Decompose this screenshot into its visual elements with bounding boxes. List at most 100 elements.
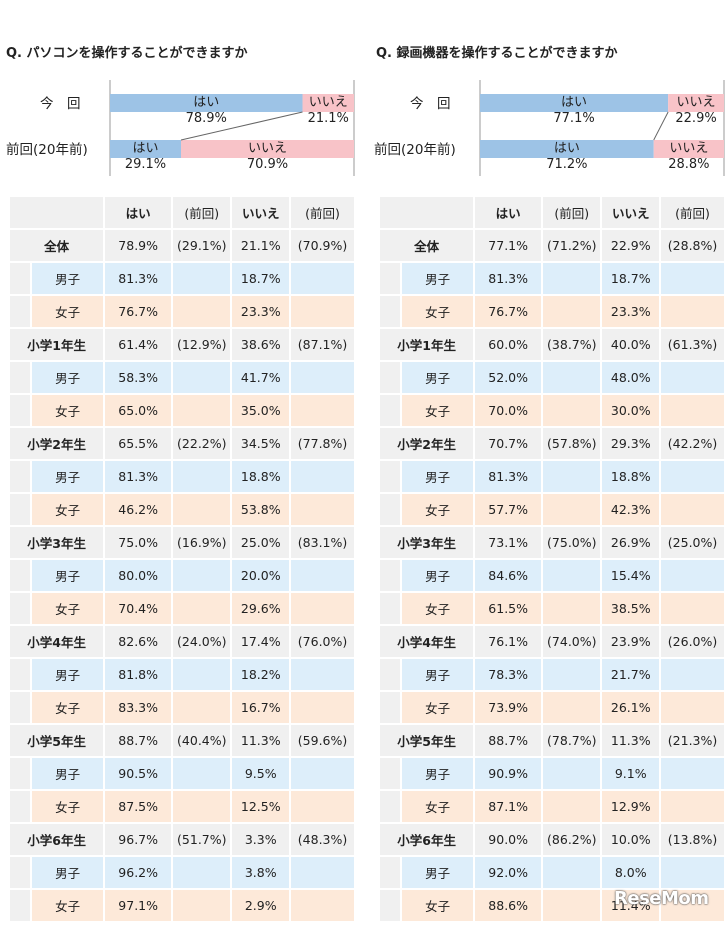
row-label: 前回(20年前)	[6, 141, 88, 158]
row-label: 男子	[380, 560, 474, 591]
table-row: 小学1年生 61.4% (12.9%) 38.6% (87.1%)	[10, 329, 354, 360]
row-label: 男子	[380, 659, 474, 690]
table-row: 小学3年生 75.0% (16.9%) 25.0% (83.1%)	[10, 527, 354, 558]
cell-yes: 77.1%	[475, 230, 542, 261]
cell-no-prev: (59.6%)	[291, 725, 354, 756]
table-row: 男子 90.9% 9.1%	[380, 758, 724, 789]
cell-yes-prev	[173, 263, 231, 294]
table-row: 小学6年生 90.0% (86.2%) 10.0% (13.8%)	[380, 824, 724, 855]
table-row: 小学5年生 88.7% (78.7%) 11.3% (21.3%)	[380, 725, 724, 756]
column-header: (前回)	[661, 197, 724, 228]
cell-no: 42.3%	[602, 494, 660, 525]
cell-no-prev	[291, 395, 354, 426]
cell-no: 9.1%	[602, 758, 660, 789]
cell-no-prev: (26.0%)	[661, 626, 724, 657]
chart-panel-pc: Q. パソコンを操作することができますか 今 回前回(20年前) はい 78.9% い…	[4, 0, 356, 926]
table-row: 女子 87.5% 12.5%	[10, 791, 354, 822]
table-row: 男子 96.2% 3.8%	[10, 857, 354, 888]
table-row: 男子 81.3% 18.8%	[10, 461, 354, 492]
row-label: 女子	[10, 791, 104, 822]
stacked-bar-area: 今 回前回(20年前) はい 78.9% いいえ 21.1% はい 29.1% いいえ 70.9…	[4, 80, 356, 176]
cell-no-prev	[661, 461, 724, 492]
table-row: 小学6年生 96.7% (51.7%) 3.3% (48.3%)	[10, 824, 354, 855]
table-row: 男子 80.0% 20.0%	[10, 560, 354, 591]
table-row: 小学5年生 88.7% (40.4%) 11.3% (59.6%)	[10, 725, 354, 756]
cell-no: 18.8%	[602, 461, 660, 492]
bar-no	[181, 140, 354, 158]
bar-yes	[480, 94, 669, 112]
cell-no: 10.0%	[602, 824, 660, 855]
cell-no-prev	[291, 461, 354, 492]
cell-yes: 76.7%	[475, 296, 542, 327]
bar-yes	[110, 94, 303, 112]
row-label: 今 回	[410, 96, 451, 112]
cell-no-prev	[661, 395, 724, 426]
row-label: 女子	[380, 296, 474, 327]
cell-yes: 96.2%	[105, 857, 172, 888]
table-header-row: はい (前回) いいえ (前回)	[380, 197, 724, 228]
row-label: 女子	[10, 890, 104, 921]
table-row: 女子 70.4% 29.6%	[10, 593, 354, 624]
cell-no: 38.5%	[602, 593, 660, 624]
cell-no: 2.9%	[232, 890, 290, 921]
bar-value-no: 22.9%	[675, 111, 716, 126]
column-header: (前回)	[291, 197, 354, 228]
table-row: 男子 81.3% 18.7%	[10, 263, 354, 294]
cell-no-prev	[291, 494, 354, 525]
cell-yes-prev	[543, 692, 601, 723]
cell-yes: 61.4%	[105, 329, 172, 360]
row-label: 女子	[380, 395, 474, 426]
table-row: 全体 78.9% (29.1%) 21.1% (70.9%)	[10, 230, 354, 261]
cell-no: 12.5%	[232, 791, 290, 822]
cell-yes-prev: (40.4%)	[173, 725, 231, 756]
cell-no: 12.9%	[602, 791, 660, 822]
stacked-bar-chart: 今 回前回(20年前)はい78.9%いいえ21.1%はい29.1%いいえ70.9…	[6, 80, 355, 176]
cell-no: 23.9%	[602, 626, 660, 657]
table-row: 小学4年生 76.1% (74.0%) 23.9% (26.0%)	[380, 626, 724, 657]
row-label: 男子	[10, 758, 104, 789]
cell-yes-prev	[173, 857, 231, 888]
row-label: 小学6年生	[380, 824, 474, 855]
cell-no: 9.5%	[232, 758, 290, 789]
cell-yes: 82.6%	[105, 626, 172, 657]
cell-yes-prev	[173, 395, 231, 426]
bar-yes	[110, 140, 182, 158]
cell-no: 18.8%	[232, 461, 290, 492]
table-row: 女子 88.6% 11.4%	[380, 890, 724, 921]
cell-yes-prev: (86.2%)	[543, 824, 601, 855]
table-row: 小学4年生 82.6% (24.0%) 17.4% (76.0%)	[10, 626, 354, 657]
cell-yes: 76.7%	[105, 296, 172, 327]
row-label: 男子	[10, 263, 104, 294]
cell-yes-prev	[173, 494, 231, 525]
row-label: 小学3年生	[10, 527, 104, 558]
cell-yes: 80.0%	[105, 560, 172, 591]
cell-yes-prev	[173, 692, 231, 723]
cell-yes-prev	[543, 758, 601, 789]
row-label: 男子	[380, 758, 474, 789]
row-label: 小学6年生	[10, 824, 104, 855]
cell-yes-prev	[173, 296, 231, 327]
cell-yes-prev: (12.9%)	[173, 329, 231, 360]
cell-yes-prev	[543, 362, 601, 393]
cell-yes: 60.0%	[475, 329, 542, 360]
cell-no-prev	[661, 659, 724, 690]
cell-yes: 88.6%	[475, 890, 542, 921]
cell-yes-prev: (22.2%)	[173, 428, 231, 459]
cell-no-prev: (48.3%)	[291, 824, 354, 855]
cell-no: 26.1%	[602, 692, 660, 723]
cell-no-prev	[291, 560, 354, 591]
connector-line	[180, 111, 303, 141]
cell-yes: 73.9%	[475, 692, 542, 723]
row-label: 女子	[380, 494, 474, 525]
cell-no: 21.7%	[602, 659, 660, 690]
bar-no	[653, 140, 724, 158]
cell-no: 29.3%	[602, 428, 660, 459]
cell-yes: 88.7%	[475, 725, 542, 756]
table-row: 女子 87.1% 12.9%	[380, 791, 724, 822]
cell-yes-prev	[543, 791, 601, 822]
cell-yes: 61.5%	[475, 593, 542, 624]
cell-no-prev	[661, 494, 724, 525]
watermark-logo: ReseMom	[614, 888, 709, 909]
cell-yes-prev	[543, 659, 601, 690]
chart-panel-recorder: Q. 録画機器を操作することができますか 今 回前回(20年前) はい 77.1% い…	[374, 0, 726, 926]
